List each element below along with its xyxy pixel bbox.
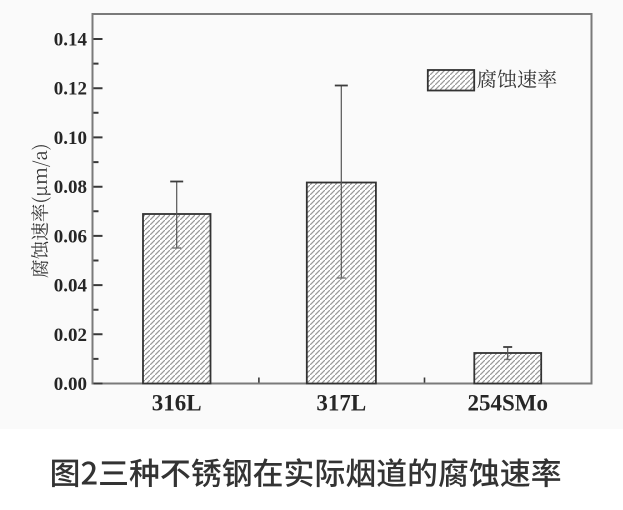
- svg-text:0.14: 0.14: [54, 30, 88, 51]
- svg-text:0.10: 0.10: [54, 128, 87, 149]
- svg-text:0.12: 0.12: [54, 79, 87, 100]
- svg-text:0.04: 0.04: [54, 276, 88, 297]
- svg-text:0.02: 0.02: [54, 325, 87, 346]
- svg-text:316L: 316L: [152, 391, 202, 416]
- svg-text:254SMo: 254SMo: [467, 391, 548, 416]
- svg-text:0.08: 0.08: [54, 177, 87, 198]
- svg-text:317L: 317L: [316, 391, 366, 416]
- svg-text:0.00: 0.00: [54, 374, 87, 395]
- svg-text:0.06: 0.06: [54, 226, 87, 247]
